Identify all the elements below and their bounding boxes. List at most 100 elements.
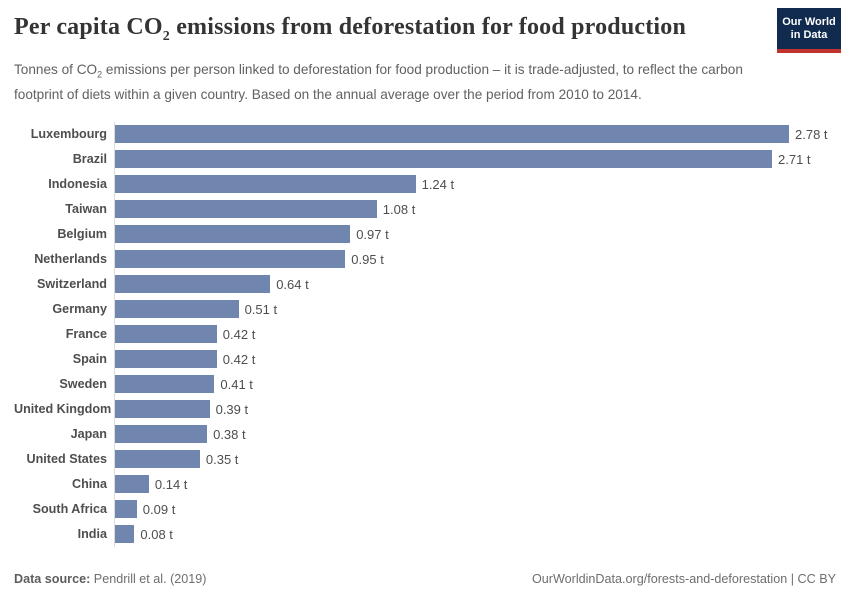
chart-row: United States 0.35 t [14, 446, 836, 472]
chart-row: Spain 0.42 t [14, 346, 836, 372]
country-label: Luxembourg [30, 127, 107, 142]
chart-row: Japan 0.38 t [14, 421, 836, 447]
value-label: 1.08 t [382, 201, 416, 217]
owid-logo-line2: in Data [790, 28, 828, 41]
country-label: France [65, 327, 107, 342]
bar-track: 0.41 t [114, 371, 836, 397]
owid-logo[interactable]: Our World in Data [777, 8, 841, 53]
value-label: 2.71 t [778, 151, 811, 167]
data-source-value: Pendrill et al. (2019) [90, 572, 207, 586]
owid-logo-line1: Our World [782, 15, 836, 28]
country-label: Taiwan [65, 202, 107, 217]
bar[interactable] [115, 350, 217, 369]
chart-row: France 0.42 t [14, 321, 836, 347]
bar-track: 0.35 t [114, 446, 836, 472]
bar-track: 0.38 t [114, 421, 836, 447]
chart-row: South Africa 0.09 t [14, 496, 836, 522]
title-subscript: 2 [162, 28, 170, 44]
bar[interactable] [115, 400, 210, 419]
bar[interactable] [115, 425, 208, 444]
value-label: 0.38 t [213, 426, 246, 442]
value-label: 0.42 t [222, 326, 256, 342]
bar-track: 0.97 t [114, 221, 836, 247]
chart-row: China 0.14 t [14, 471, 836, 497]
bar[interactable] [115, 500, 137, 519]
bar-track: 1.08 t [114, 196, 836, 222]
chart-row: Belgium 0.97 t [14, 221, 836, 247]
chart-row: India 0.08 t [14, 521, 836, 547]
bar[interactable] [115, 125, 789, 144]
bar[interactable] [115, 225, 351, 244]
value-label: 0.14 t [154, 476, 188, 492]
bar-track: 0.08 t [114, 521, 836, 547]
subtitle-subscript: 2 [97, 69, 103, 80]
value-label: 0.42 t [222, 351, 256, 367]
owid-link[interactable]: OurWorldinData.org/forests-and-deforesta… [531, 572, 836, 586]
value-label: 0.09 t [142, 501, 176, 517]
bar-rows: Luxembourg 2.78 t Brazil 2.71 t Indonesia 1.2… [14, 121, 836, 547]
bar-track: 0.95 t [114, 246, 836, 272]
country-label: Brazil [72, 152, 107, 167]
country-label: Indonesia [48, 177, 107, 192]
bar[interactable] [115, 375, 215, 394]
value-label: 0.08 t [140, 526, 173, 542]
footer: Data source: Pendrill et al. (2019) OurW… [14, 572, 836, 588]
country-label: Sweden [59, 377, 107, 392]
country-label: Germany [52, 302, 107, 317]
bar[interactable] [115, 275, 271, 294]
chart-row: Indonesia 1.24 t [14, 171, 836, 197]
country-label: United States [26, 452, 107, 467]
bar[interactable] [115, 300, 239, 319]
data-source-label: Data source: [14, 572, 91, 586]
country-label: China [72, 477, 107, 492]
header: Per capita CO2 emissions from deforestat… [14, 8, 841, 53]
bar-track: 0.64 t [114, 271, 836, 297]
page-title: Per capita CO2 emissions from deforestat… [14, 14, 687, 44]
bar-track: 0.39 t [114, 396, 836, 422]
bar[interactable] [115, 325, 217, 344]
country-label: Belgium [57, 227, 107, 242]
value-label: 0.35 t [205, 451, 239, 467]
bar[interactable] [115, 150, 772, 169]
bar-chart: Luxembourg 2.78 t Brazil 2.71 t Indonesia 1.2… [14, 121, 836, 547]
bar[interactable] [115, 450, 200, 469]
bar[interactable] [115, 175, 416, 194]
value-label: 0.39 t [215, 401, 249, 417]
bar-track: 1.24 t [114, 171, 836, 197]
bar-track: 2.71 t [114, 146, 836, 172]
value-label: 1.24 t [421, 176, 455, 192]
value-label: 2.78 t [795, 126, 828, 142]
bar-track: 0.51 t [114, 296, 836, 322]
chart-subtitle: Tonnes of CO2 emissions per person linke… [14, 62, 743, 102]
bar[interactable] [115, 475, 149, 494]
country-label: Netherlands [34, 252, 107, 267]
country-label: India [77, 527, 107, 542]
country-label: Switzerland [37, 277, 107, 292]
value-label: 0.95 t [351, 251, 384, 267]
bar[interactable] [115, 200, 377, 219]
country-label: Spain [72, 352, 107, 367]
country-label: South Africa [32, 502, 107, 517]
value-label: 0.41 t [220, 376, 253, 392]
bar-track: 0.09 t [114, 496, 836, 522]
country-label: Japan [70, 427, 107, 442]
chart-row: United Kingdom 0.39 t [14, 396, 836, 422]
value-label: 0.51 t [244, 301, 278, 317]
country-label: United Kingdom [14, 402, 112, 417]
bar[interactable] [115, 250, 346, 269]
bar-track: 2.78 t [114, 121, 836, 147]
chart-row: Taiwan 1.08 t [14, 196, 836, 222]
bar[interactable] [115, 525, 135, 544]
chart-row: Switzerland 0.64 t [14, 271, 836, 297]
chart-row: Luxembourg 2.78 t [14, 121, 836, 147]
chart-row: Netherlands 0.95 t [14, 246, 836, 272]
data-source: Data source: Pendrill et al. (2019) [14, 572, 207, 586]
bar-track: 0.14 t [114, 471, 836, 497]
chart-row: Sweden 0.41 t [14, 371, 836, 397]
bar-track: 0.42 t [114, 346, 836, 372]
chart-row: Germany 0.51 t [14, 296, 836, 322]
value-label: 0.64 t [276, 276, 309, 292]
chart-row: Brazil 2.71 t [14, 146, 836, 172]
value-label: 0.97 t [356, 226, 389, 242]
bar-track: 0.42 t [114, 321, 836, 347]
